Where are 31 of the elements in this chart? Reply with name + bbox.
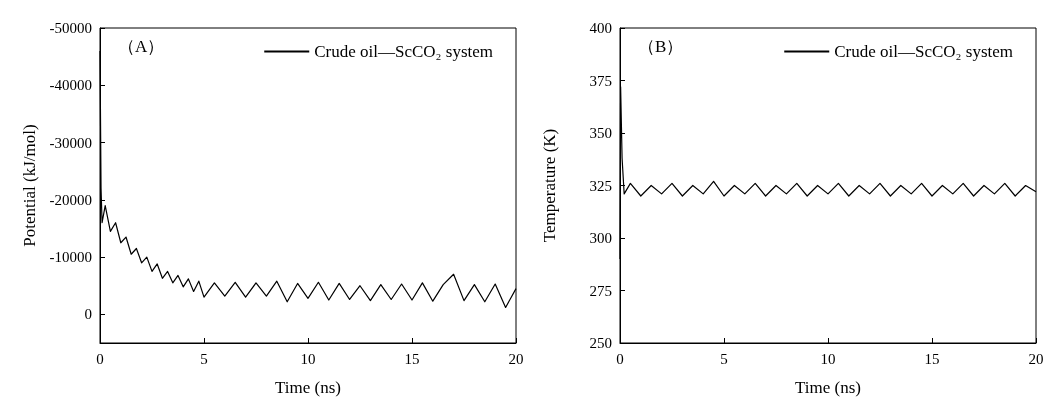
y-tick-label: -50000 [49, 20, 92, 36]
x-tick-label: 0 [96, 350, 104, 367]
x-axis-title: Time (ns) [795, 378, 861, 397]
y-tick-label: -10000 [49, 249, 92, 266]
y-tick-label: 375 [589, 72, 612, 89]
x-tick-label: 10 [820, 350, 836, 367]
annotation: （A） [118, 37, 165, 56]
y-tick-label: 275 [589, 282, 612, 299]
annotation: （B） [638, 37, 684, 56]
y-tick-label: -40000 [49, 77, 92, 94]
legend-label: Crude oil—ScCO₂ system [834, 42, 1014, 61]
y-axis-title: Temperature (K) [540, 128, 559, 243]
x-tick-label: 20 [1028, 350, 1044, 367]
x-axis-title: Time (ns) [275, 378, 341, 397]
x-tick-label: 5 [720, 350, 728, 367]
x-tick-label: 20 [508, 350, 524, 367]
legend-label: Crude oil—ScCO₂ system [314, 42, 494, 61]
x-tick-label: 5 [200, 350, 208, 367]
y-tick-label: 350 [589, 125, 612, 141]
y-tick-label: 250 [589, 335, 612, 351]
x-tick-label: 15 [404, 350, 420, 367]
y-tick-label: 0 [84, 306, 92, 323]
x-tick-label: 10 [300, 350, 316, 367]
x-tick-label: 0 [616, 350, 624, 367]
x-tick-label: 15 [924, 350, 940, 367]
y-tick-label: -20000 [49, 191, 92, 208]
y-axis-title: Potential (kJ/mol) [20, 124, 39, 247]
y-tick-label: -30000 [49, 134, 92, 151]
y-tick-label: 300 [589, 230, 612, 246]
y-tick-label: 400 [589, 20, 612, 36]
y-tick-label: 325 [589, 177, 612, 194]
